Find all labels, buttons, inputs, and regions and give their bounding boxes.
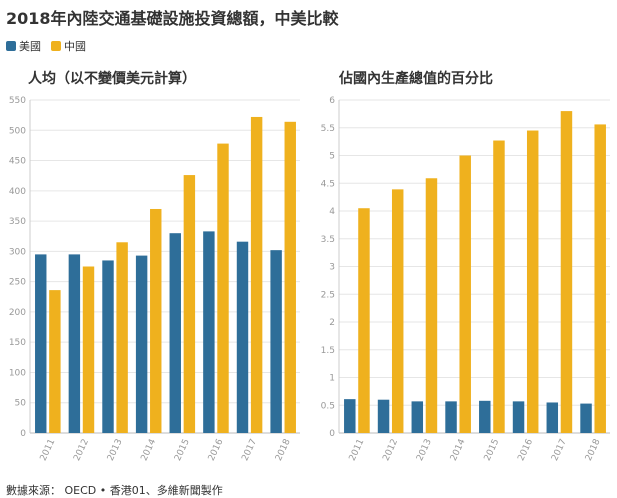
c2-x-tick-label: 2012	[381, 438, 400, 463]
c1-bar-us-2017	[236, 241, 249, 433]
c1-y-tick-label: 500	[9, 126, 26, 136]
chart-2-title: 佔國內生產總值的百分比	[339, 71, 493, 87]
c2-y-tick-label: 1.5	[321, 346, 335, 356]
c1-bar-china-2012	[82, 266, 95, 433]
c2-bar-us-2011	[344, 399, 356, 433]
c2-y-tick-label: 3.5	[321, 235, 335, 245]
chart-title: 2018年內陸交通基礎設施投資總額，中美比較	[6, 9, 339, 28]
c2-bar-china-2011	[358, 208, 370, 433]
c2-bar-us-2017	[546, 402, 559, 433]
c2-x-tick-label: 2017	[550, 438, 569, 463]
c1-bar-china-2016	[217, 143, 229, 434]
c2-y-tick-label: 6	[329, 96, 335, 106]
c1-y-tick-label: 350	[9, 217, 26, 227]
c1-y-tick-label: 0	[20, 429, 26, 439]
c2-y-tick-label: 4.5	[321, 179, 335, 189]
c2-y-tick-label: 5	[329, 152, 335, 162]
c1-bar-us-2014	[135, 255, 148, 433]
c1-y-tick-label: 550	[9, 96, 26, 106]
c2-x-tick-label: 2016	[516, 437, 535, 462]
c1-bar-us-2018	[270, 250, 282, 433]
c2-x-tick-label: 2014	[449, 437, 468, 462]
c1-y-tick-label: 150	[9, 338, 26, 348]
c1-bar-us-2013	[102, 260, 114, 433]
c1-bar-china-2015	[183, 175, 196, 434]
chart-1-title: 人均（以不變價美元計算）	[28, 71, 196, 87]
c2-bar-us-2014	[445, 401, 457, 433]
c1-bar-china-2011	[49, 290, 61, 433]
c2-y-tick-label: 0	[329, 429, 335, 439]
c1-bar-us-2016	[203, 231, 215, 433]
c1-y-tick-label: 50	[15, 399, 27, 409]
c1-bar-china-2013	[116, 242, 128, 433]
c1-bar-us-2015	[169, 233, 181, 433]
c2-bar-us-2018	[580, 403, 592, 433]
legend: 美國 中國	[6, 38, 96, 54]
legend-item-china[interactable]: 中國	[51, 38, 86, 54]
legend-swatch-china	[51, 41, 61, 51]
c2-bar-us-2012	[377, 399, 390, 433]
c1-bar-china-2014	[150, 208, 162, 433]
c2-y-tick-label: 3	[329, 263, 335, 273]
c2-bar-china-2013	[425, 178, 438, 433]
c1-bar-us-2012	[68, 254, 81, 433]
c2-bar-us-2015	[479, 400, 491, 433]
legend-item-us[interactable]: 美國	[6, 38, 41, 54]
c2-bar-china-2012	[391, 189, 404, 433]
c2-x-tick-label: 2018	[584, 437, 603, 462]
source-note: 數據來源： OECD • 香港01、多維新聞製作	[6, 484, 223, 497]
legend-label-china: 中國	[64, 40, 86, 53]
c2-x-tick-label: 2013	[415, 438, 434, 463]
c1-bar-china-2018	[284, 121, 296, 434]
c1-bar-china-2017	[250, 116, 263, 433]
c2-x-tick-label: 2011	[348, 438, 367, 463]
c1-y-tick-label: 200	[9, 308, 26, 318]
c2-bar-us-2016	[512, 401, 525, 433]
c1-y-tick-label: 250	[9, 278, 26, 288]
c2-y-tick-label: 5.5	[321, 124, 335, 134]
c1-y-tick-label: 450	[9, 157, 26, 167]
c2-bar-china-2015	[493, 140, 505, 433]
c2-x-tick-label: 2015	[483, 438, 502, 463]
c2-y-tick-label: 1	[329, 374, 335, 384]
c1-y-tick-label: 300	[9, 247, 26, 257]
c1-y-tick-label: 400	[9, 187, 26, 197]
c1-y-tick-label: 100	[9, 368, 26, 378]
c2-bar-china-2014	[459, 155, 471, 433]
c2-bar-china-2018	[594, 124, 606, 434]
c2-y-tick-label: 0.5	[321, 401, 335, 411]
c2-y-tick-label: 2	[329, 318, 335, 328]
c2-y-tick-label: 4	[329, 207, 335, 217]
c2-bar-china-2016	[526, 130, 539, 433]
legend-swatch-us	[6, 41, 16, 51]
legend-label-us: 美國	[19, 40, 41, 53]
c2-y-tick-label: 2.5	[321, 290, 335, 300]
c2-bar-us-2013	[411, 401, 424, 433]
c1-bar-us-2011	[35, 254, 47, 433]
c2-bar-china-2017	[560, 111, 573, 433]
